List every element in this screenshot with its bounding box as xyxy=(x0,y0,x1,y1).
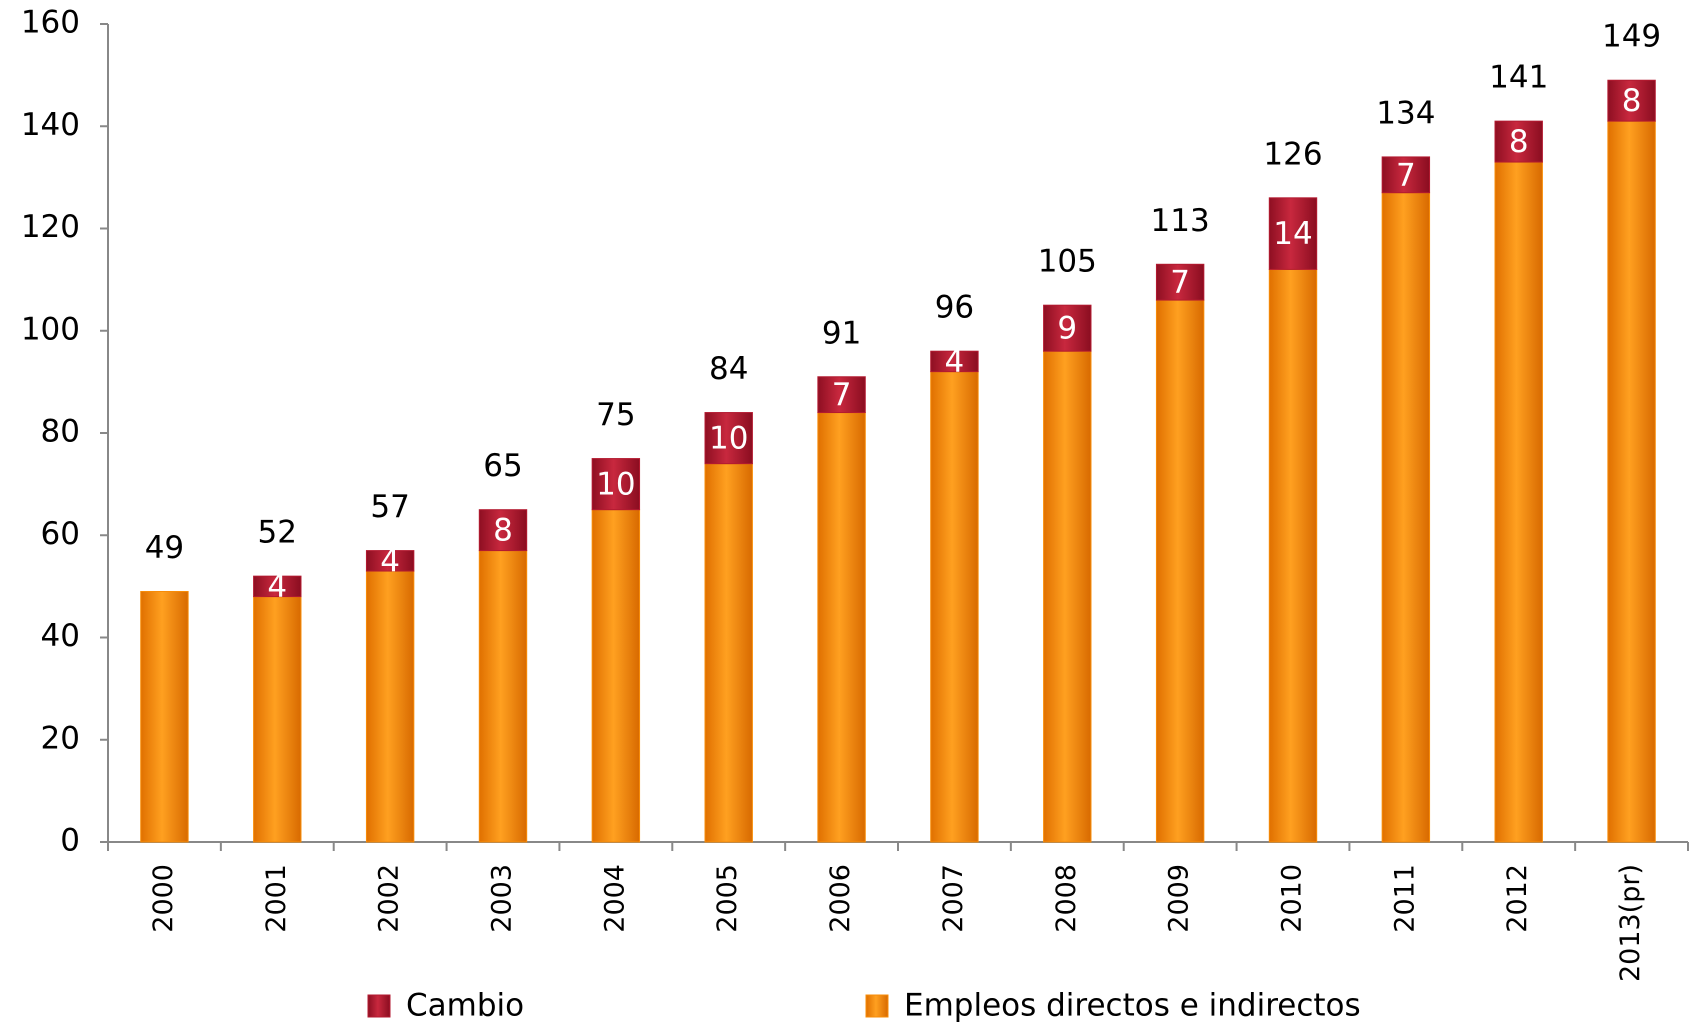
value-label: 14 xyxy=(1273,216,1312,252)
x-tick-label: 2009 xyxy=(1164,864,1195,933)
value-label: 9 xyxy=(1057,311,1077,347)
total-label: 52 xyxy=(258,515,297,551)
bar-segment xyxy=(591,458,641,511)
bar-segment xyxy=(1268,268,1318,843)
x-tick-label: 2004 xyxy=(599,864,630,933)
total-label: 96 xyxy=(935,290,974,326)
x-tick-label: 2001 xyxy=(261,864,292,933)
y-tick-label: 140 xyxy=(21,107,80,143)
bar-segment xyxy=(365,570,415,843)
bar-segment xyxy=(817,412,866,843)
x-tick-label: 2005 xyxy=(712,864,743,933)
total-label: 84 xyxy=(709,351,748,387)
total-label: 113 xyxy=(1151,203,1210,239)
bar-segment xyxy=(1494,120,1543,163)
bar-segment xyxy=(1268,197,1318,270)
total-label: 65 xyxy=(483,448,522,484)
bar-segment xyxy=(365,550,415,572)
bar-segment xyxy=(704,463,753,843)
total-label: 91 xyxy=(822,315,861,351)
bar-segment xyxy=(1155,299,1205,843)
total-label: 134 xyxy=(1376,95,1435,131)
value-label: 7 xyxy=(832,377,852,413)
x-tick-label: 2006 xyxy=(825,864,856,933)
y-tick-label: 40 xyxy=(41,618,80,654)
legend-label: Cambio xyxy=(406,988,524,1024)
bar-segment xyxy=(253,575,302,598)
bar-segment xyxy=(1155,263,1205,301)
y-tick-label: 120 xyxy=(21,209,80,245)
value-label: 10 xyxy=(596,467,635,503)
bar-segment xyxy=(1381,156,1431,194)
x-tick-label: 2007 xyxy=(938,864,969,933)
x-tick-label: 2008 xyxy=(1051,864,1082,933)
bar-segment xyxy=(1043,304,1092,352)
bar-segment xyxy=(478,550,528,843)
total-label: 141 xyxy=(1489,60,1548,96)
bar-segment xyxy=(1607,120,1656,843)
bar-segment xyxy=(140,590,189,843)
value-label: 10 xyxy=(709,421,748,457)
bar-segment xyxy=(704,412,753,465)
x-tick-label: 2013(pr) xyxy=(1615,864,1646,982)
bar-segment xyxy=(478,509,528,552)
bar-segment xyxy=(930,350,979,373)
bar-segment xyxy=(930,371,979,843)
bar-segment xyxy=(1494,161,1543,843)
legend-swatch xyxy=(865,994,889,1018)
x-tick-label: 2000 xyxy=(148,864,179,933)
y-tick-label: 20 xyxy=(41,720,80,756)
y-tick-label: 80 xyxy=(41,414,80,450)
value-label: 8 xyxy=(1622,83,1642,119)
bar-segment xyxy=(253,596,302,843)
total-label: 57 xyxy=(370,489,409,525)
total-label: 149 xyxy=(1602,19,1661,55)
value-label: 8 xyxy=(493,513,513,549)
value-label: 4 xyxy=(945,344,965,380)
x-tick-label: 2003 xyxy=(487,864,518,933)
bar-segment xyxy=(1043,350,1092,843)
legend-swatch xyxy=(367,994,391,1018)
y-tick-label: 100 xyxy=(21,311,80,347)
total-label: 126 xyxy=(1263,136,1322,172)
x-tick-label: 2010 xyxy=(1277,864,1308,933)
total-label: 49 xyxy=(145,530,184,566)
legend-label: Empleos directos e indirectos xyxy=(904,988,1361,1024)
total-label: 105 xyxy=(1038,244,1097,280)
y-tick-label: 0 xyxy=(60,823,80,859)
value-label: 7 xyxy=(1170,265,1190,301)
x-tick-label: 2012 xyxy=(1502,864,1533,933)
value-label: 4 xyxy=(267,569,287,605)
bar-segment xyxy=(591,509,641,843)
x-tick-label: 2011 xyxy=(1389,864,1420,933)
value-label: 7 xyxy=(1396,157,1416,193)
y-tick-label: 60 xyxy=(41,516,80,552)
value-label: 4 xyxy=(380,543,400,579)
total-label: 75 xyxy=(596,397,635,433)
y-tick-label: 160 xyxy=(21,5,80,41)
x-tick-label: 2002 xyxy=(374,864,405,933)
bar-segment xyxy=(1381,192,1431,843)
value-label: 8 xyxy=(1509,124,1529,160)
bar-segment xyxy=(1607,79,1656,122)
bar-segment xyxy=(817,376,866,414)
